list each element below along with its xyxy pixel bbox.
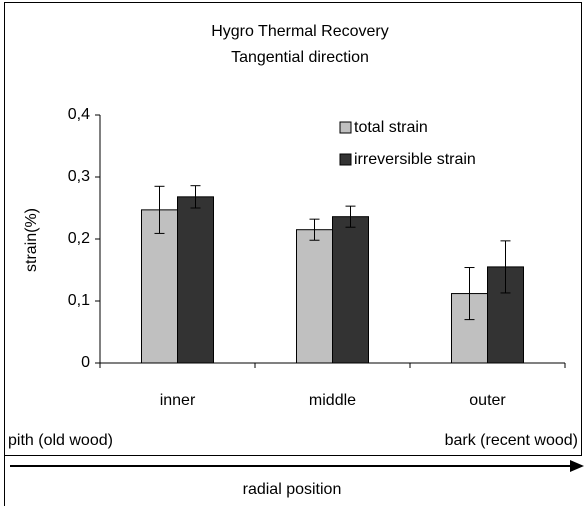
annotation: pith (old wood) xyxy=(8,432,113,449)
x-tick-label: middle xyxy=(309,392,356,409)
legend-swatch xyxy=(339,153,352,166)
y-axis-label: strain(%) xyxy=(23,208,40,272)
y-tick-label: 0,4 xyxy=(68,106,90,123)
legend-label: irreversible strain xyxy=(354,151,476,168)
annotation: bark (recent wood) xyxy=(445,432,578,449)
y-tick-label: 0,3 xyxy=(68,168,90,185)
arrow-head xyxy=(570,460,584,472)
annotation: radial position xyxy=(243,481,342,498)
y-tick-label: 0 xyxy=(81,354,90,371)
x-tick-label: outer xyxy=(469,392,506,409)
bar xyxy=(332,216,369,364)
legend-label: total strain xyxy=(354,119,428,136)
legend-swatch xyxy=(339,121,352,134)
frame xyxy=(4,2,582,456)
chart-subtitle: Tangential direction xyxy=(231,49,369,66)
x-tick-label: inner xyxy=(160,392,196,409)
y-tick-label: 0,2 xyxy=(68,230,90,247)
y-tick-label: 0,1 xyxy=(68,292,90,309)
bar xyxy=(296,229,333,364)
chart-title: Hygro Thermal Recovery xyxy=(211,23,389,40)
bar xyxy=(177,196,214,364)
